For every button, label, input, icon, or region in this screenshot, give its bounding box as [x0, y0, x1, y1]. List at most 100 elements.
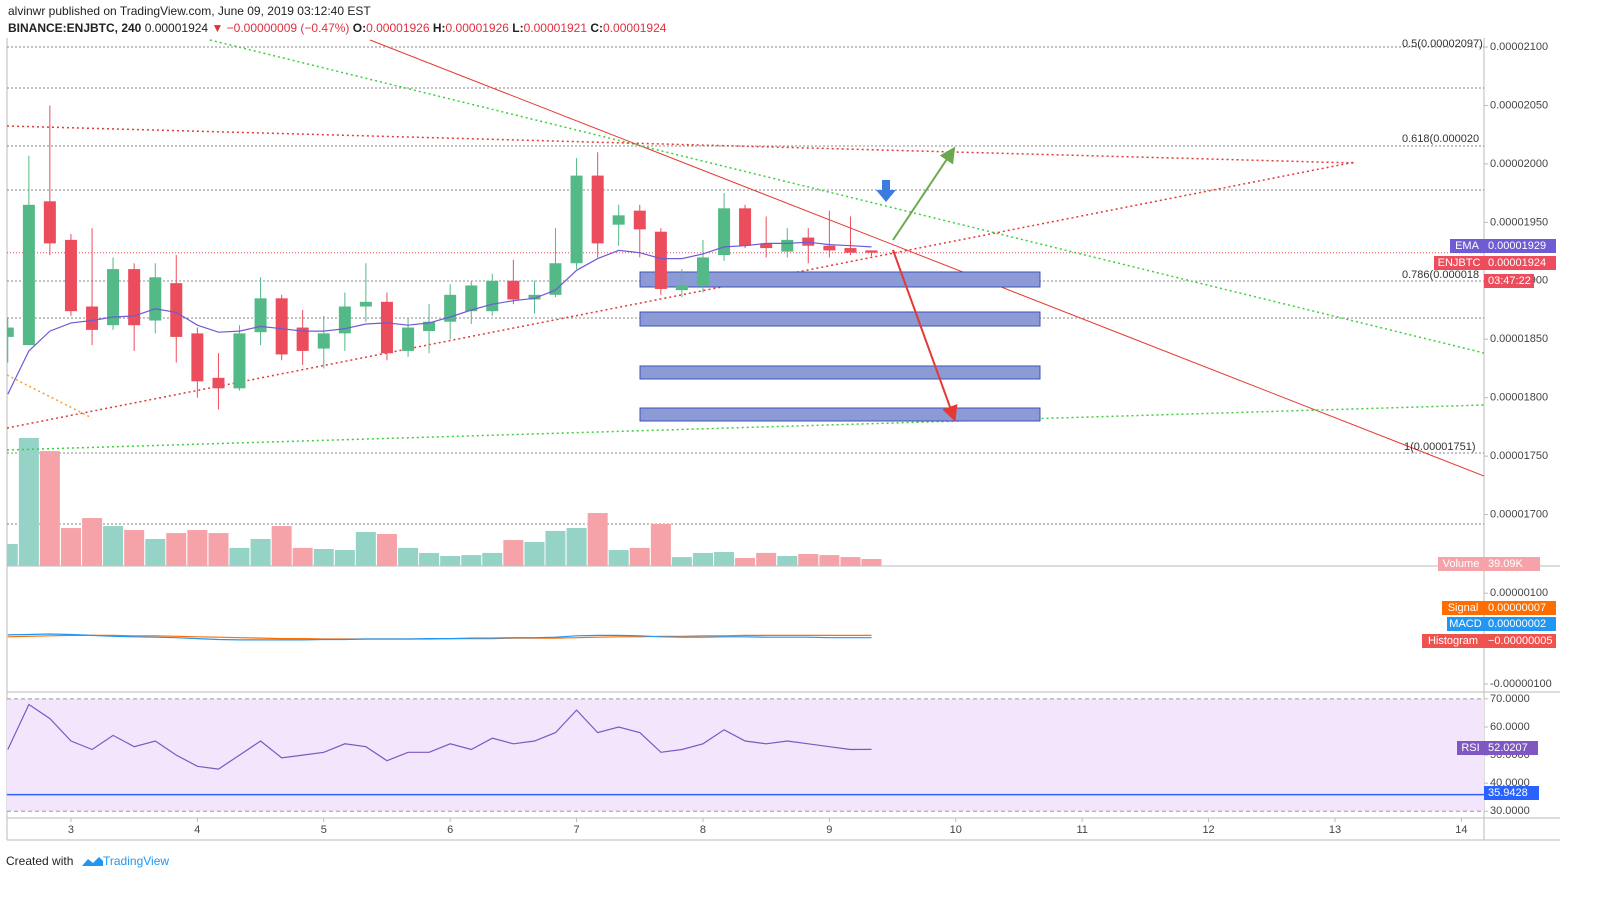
trend-line	[209, 39, 1484, 354]
volume-bar	[714, 552, 735, 566]
tag-box	[1484, 239, 1556, 253]
volume-bar	[292, 547, 313, 566]
series-line	[7, 703, 872, 770]
symbol-line: BINANCE:ENJBTC, 240 0.00001924 ▼ −0.0000…	[8, 21, 666, 35]
candle-body	[570, 175, 583, 264]
volume-bar	[798, 554, 819, 566]
candle-body	[402, 327, 415, 351]
tag-box	[1484, 256, 1556, 270]
volume-bar	[355, 531, 376, 566]
tag-value: 39.09K	[1488, 558, 1524, 570]
candle-body	[739, 208, 752, 246]
volume-bar	[524, 542, 545, 566]
volume-bar	[250, 538, 271, 566]
x-tick-label: 12	[1202, 824, 1214, 836]
series-line	[7, 633, 872, 641]
volume-bar	[208, 533, 229, 566]
tag-name: Histogram	[1428, 635, 1478, 647]
tag-name: EMA	[1455, 240, 1480, 252]
volume-bar	[503, 540, 524, 566]
y-tick-label: 30.0000	[1490, 805, 1530, 817]
candle-body	[718, 208, 731, 256]
x-tick-label: 9	[826, 824, 832, 836]
candle-body	[696, 257, 709, 286]
fib-label: 0.786(0.000018	[1402, 269, 1479, 281]
volume-bar	[313, 548, 334, 566]
ohlc-value: 0.00001926	[366, 21, 430, 35]
volume-bar	[692, 552, 713, 566]
ohlc-key: L:	[512, 21, 524, 35]
candle-body	[296, 327, 309, 351]
candle-body	[865, 250, 878, 253]
candle-body	[591, 175, 604, 244]
zone-box	[639, 365, 1041, 380]
tag-value: 52.0207	[1488, 742, 1528, 754]
publisher-line: alvinwr published on TradingView.com, Ju…	[8, 4, 371, 18]
candle-body	[444, 294, 457, 322]
down-arrow	[892, 249, 958, 422]
symbol: BINANCE:ENJBTC, 240	[8, 21, 142, 35]
volume-bar	[735, 557, 756, 566]
trend-line	[7, 161, 1356, 429]
candle-body	[128, 269, 141, 326]
tag-name: Volume	[1443, 558, 1480, 570]
tag-box	[1484, 617, 1556, 631]
tag-box	[1484, 557, 1540, 571]
candle-body	[254, 298, 267, 333]
candle-body	[380, 301, 393, 354]
up-arrow	[892, 146, 956, 241]
tag-value: 0.00000007	[1488, 602, 1546, 614]
volume-bar	[229, 547, 250, 566]
volume-bar	[650, 523, 671, 566]
volume-bar	[545, 530, 566, 566]
series-line	[7, 241, 872, 395]
candle-body	[64, 239, 77, 312]
ohlc-key: O:	[352, 21, 367, 35]
tag-box	[1434, 256, 1484, 270]
volume-bar	[840, 557, 861, 566]
tag-value: 0.00000002	[1488, 618, 1546, 630]
tag-box	[1484, 601, 1556, 615]
candle-body	[465, 285, 478, 312]
y-tick-label: 0.00001800	[1490, 392, 1548, 404]
tag-value: 03:47:22	[1488, 275, 1531, 287]
x-tick-label: 13	[1329, 824, 1341, 836]
tag-box	[1484, 634, 1556, 648]
candle-body	[107, 269, 120, 326]
x-tick-label: 10	[950, 824, 962, 836]
x-tick-label: 8	[700, 824, 706, 836]
candle-body	[317, 333, 330, 349]
volume-bar	[82, 518, 103, 566]
trend-line	[7, 374, 93, 419]
fib-label: 0.618(0.000020	[1402, 133, 1479, 145]
candle-body	[275, 298, 288, 355]
volume-bar	[629, 547, 650, 566]
volume-bar	[819, 555, 840, 566]
fib-label: 0.5(0.00002097)	[1402, 38, 1483, 50]
y-tick-label: 0.00002000	[1490, 158, 1548, 170]
candle-body	[86, 306, 99, 330]
volume-bar	[461, 555, 482, 566]
drawings	[7, 39, 1484, 477]
y-tick-label: -0.00000100	[1490, 678, 1552, 690]
volume-bar	[587, 513, 608, 566]
tag-value: 0.00001924	[1488, 257, 1546, 269]
tag-box	[1457, 741, 1484, 755]
tag-name: ENJBTC	[1438, 257, 1481, 269]
tag-value: 35.9428	[1488, 787, 1528, 799]
tag-name: Signal	[1448, 602, 1479, 614]
volume-bar	[671, 557, 692, 566]
candle-body	[191, 333, 204, 382]
tag-box	[1484, 741, 1538, 755]
candle-body	[43, 201, 56, 244]
candle-body	[654, 231, 667, 289]
volume-bar	[440, 555, 461, 566]
y-tick-label: 0.00000100	[1490, 587, 1548, 599]
footer-brand: TradingView	[103, 854, 169, 868]
volume-bar	[39, 451, 60, 566]
volume-bar	[398, 547, 419, 566]
x-tick-label: 14	[1455, 824, 1467, 836]
x-tick-label: 7	[574, 824, 580, 836]
